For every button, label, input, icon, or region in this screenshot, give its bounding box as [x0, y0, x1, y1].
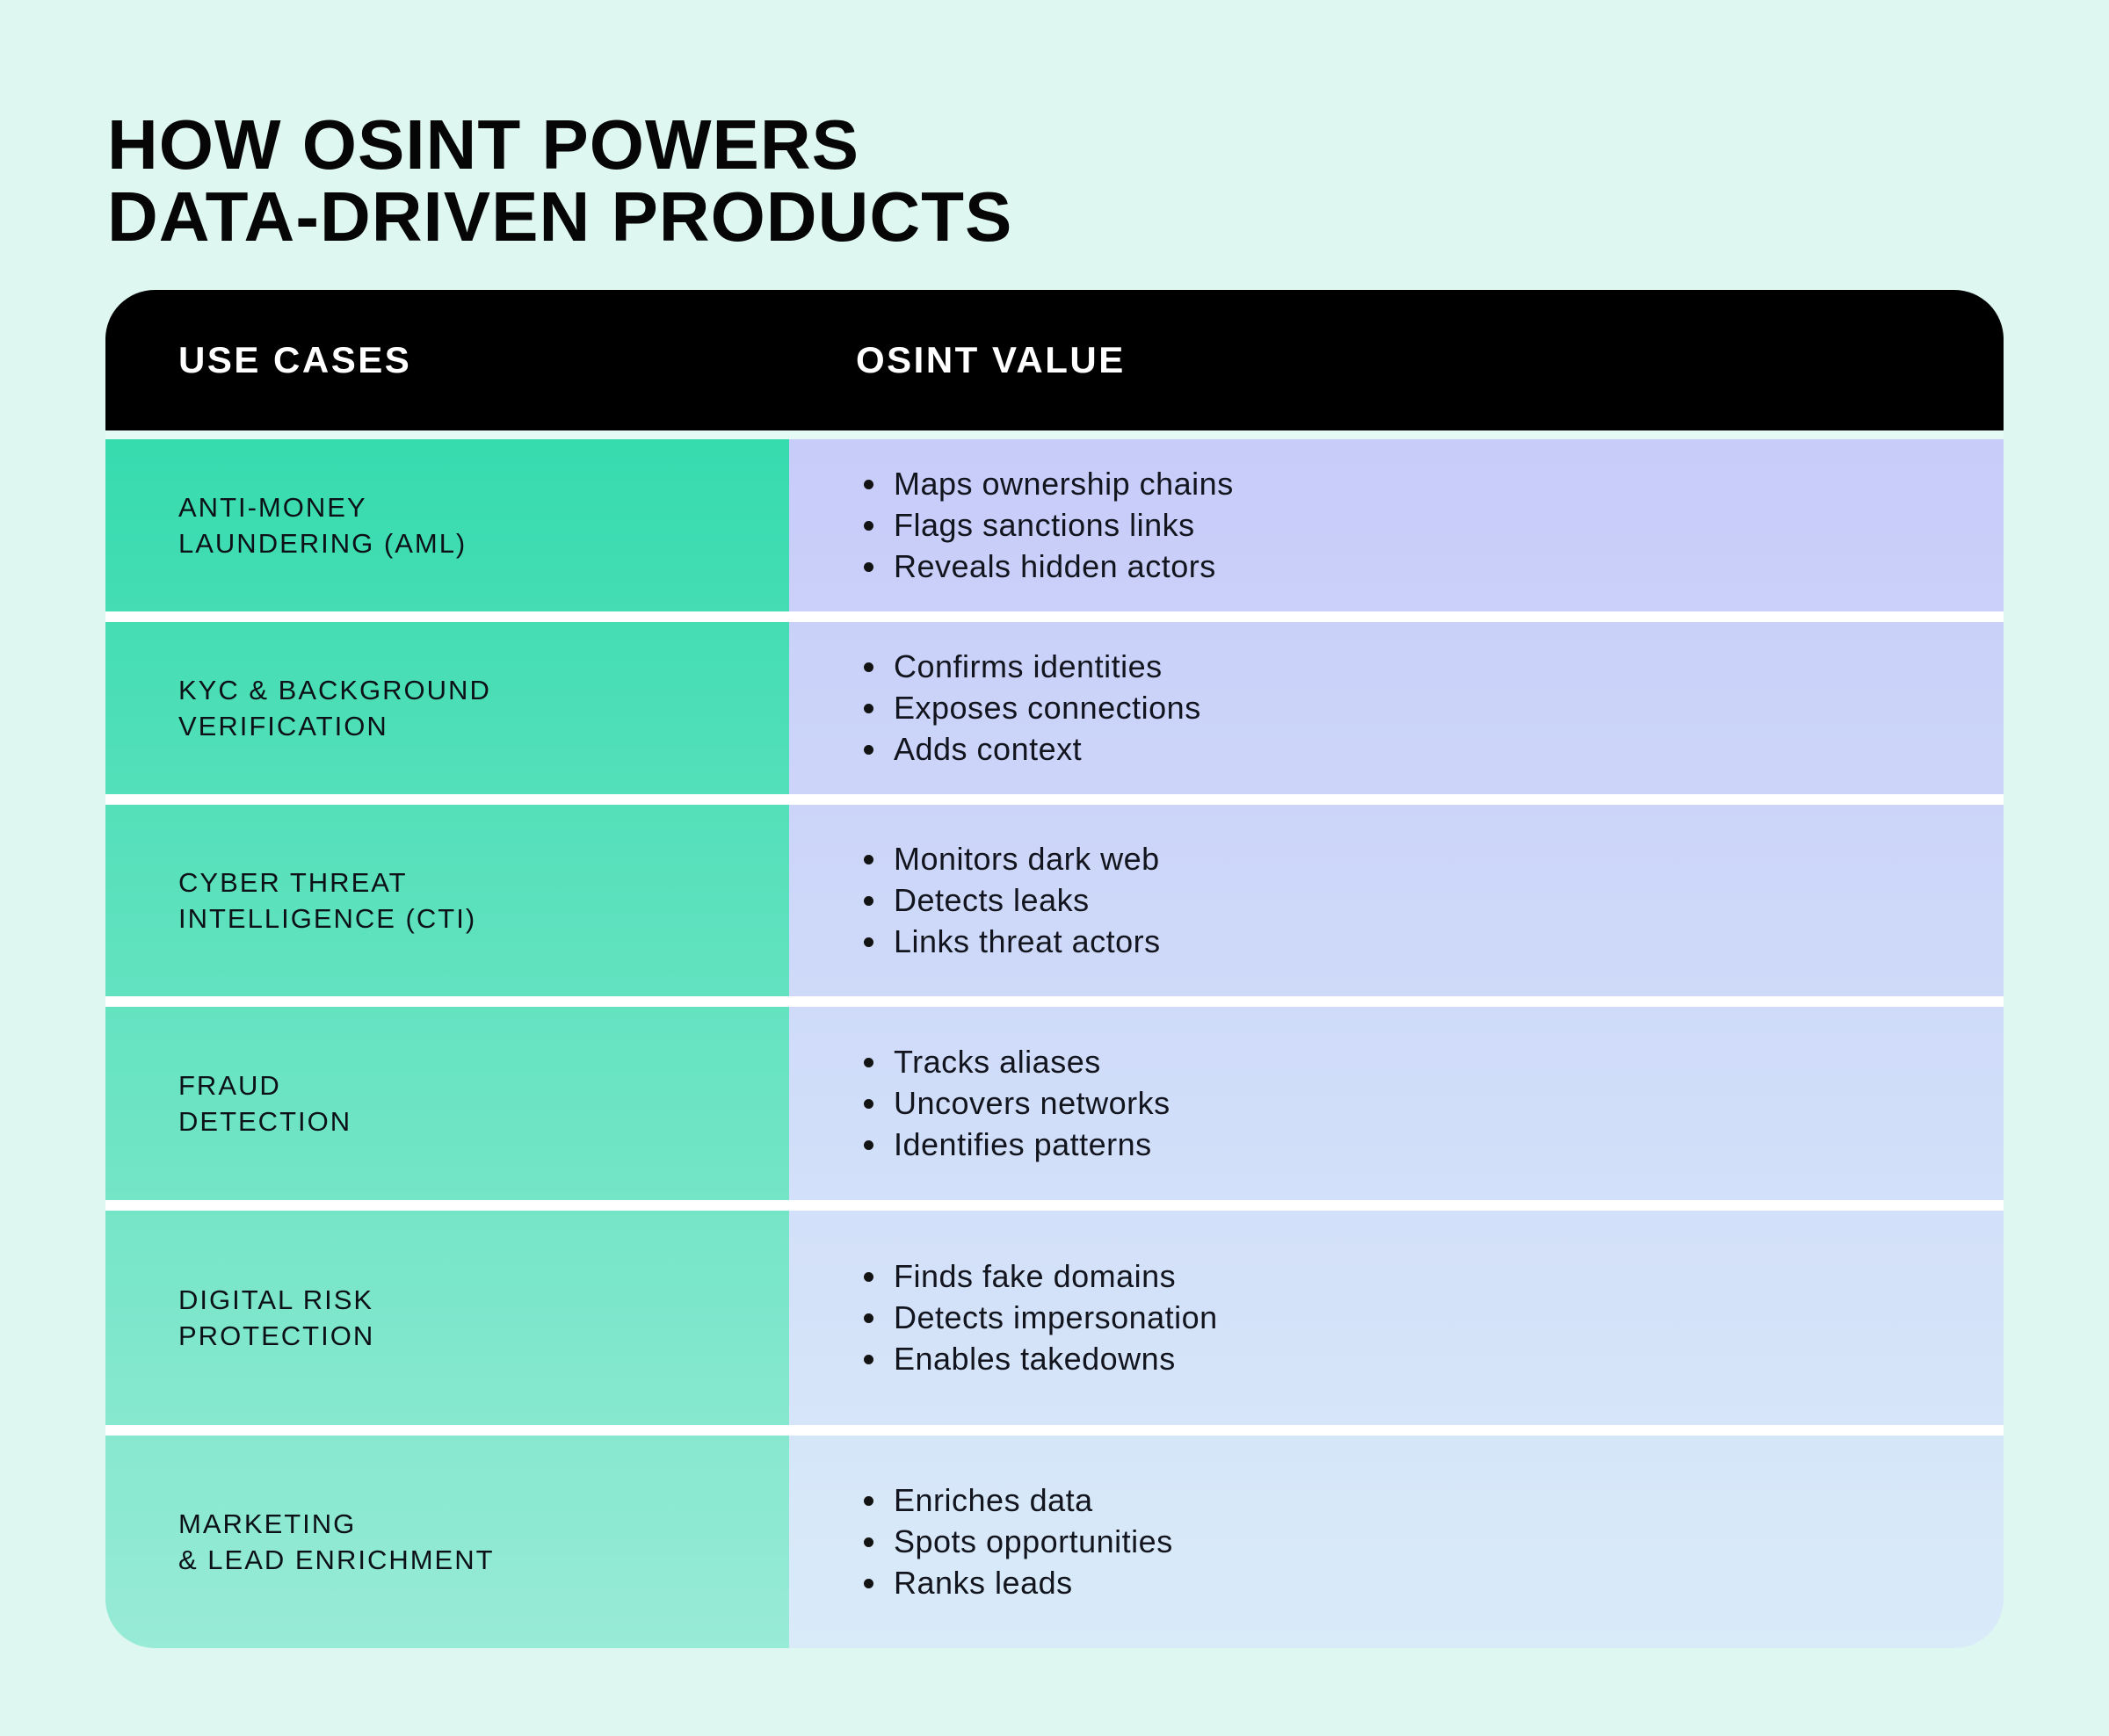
bullet-item: Confirms identities [864, 651, 1201, 683]
page-title: HOW OSINT POWERS DATA-DRIVEN PRODUCTS [107, 105, 1013, 256]
bullet-dot-icon [864, 1495, 873, 1506]
bullet-item: Finds fake domains [864, 1261, 1218, 1292]
bullet-item: Enables takedowns [864, 1343, 1218, 1375]
bullet-item: Maps ownership chains [864, 468, 1234, 500]
osint-value-header-label: OSINT VALUE [856, 339, 1126, 380]
use-case-cell: ANTI-MONEY LAUNDERING (AML) [105, 439, 789, 611]
bullet-text: Confirms identities [894, 648, 1163, 684]
bullet-item: Spots opportunities [864, 1526, 1173, 1558]
bullet-text: Adds context [894, 731, 1083, 767]
bullet-dot-icon [864, 1578, 873, 1588]
header-divider [105, 430, 2004, 439]
bullet-dot-icon [864, 479, 873, 489]
bullet-dot-icon [864, 1139, 873, 1150]
bullet-text: Flags sanctions links [894, 507, 1195, 543]
table-row: MARKETING & LEAD ENRICHMENT Enriches dat… [105, 1436, 2004, 1648]
bullet-item: Links threat actors [864, 926, 1161, 958]
bullet-item: Ranks leads [864, 1567, 1173, 1599]
table-row: KYC & BACKGROUND VERIFICATION Confirms i… [105, 622, 2004, 794]
bullet-text: Finds fake domains [894, 1258, 1177, 1294]
row-divider [105, 611, 2004, 622]
bullet-dot-icon [864, 662, 873, 672]
bullet-list: Confirms identities Exposes connections … [864, 651, 1201, 765]
use-case-label: FRAUD DETECTION [178, 1070, 352, 1137]
use-case-label: DIGITAL RISK PROTECTION [178, 1284, 375, 1351]
row-divider [105, 996, 2004, 1007]
value-cell: Maps ownership chains Flags sanctions li… [789, 439, 2004, 611]
bullet-item: Detects leaks [864, 885, 1161, 916]
bullet-text: Detects impersonation [894, 1299, 1218, 1335]
bullet-text: Detects leaks [894, 882, 1090, 918]
bullet-dot-icon [864, 1057, 873, 1067]
bullet-dot-icon [864, 1098, 873, 1109]
bullet-dot-icon [864, 1354, 873, 1364]
use-case-label: ANTI-MONEY LAUNDERING (AML) [178, 492, 467, 559]
bullet-dot-icon [864, 937, 873, 947]
bullet-text: Reveals hidden actors [894, 548, 1216, 584]
bullet-text: Exposes connections [894, 690, 1201, 726]
bullet-item: Flags sanctions links [864, 510, 1234, 541]
bullet-text: Enriches data [894, 1482, 1093, 1518]
table-row: ANTI-MONEY LAUNDERING (AML) Maps ownersh… [105, 439, 2004, 611]
use-case-cell: KYC & BACKGROUND VERIFICATION [105, 622, 789, 794]
use-case-label: MARKETING & LEAD ENRICHMENT [178, 1508, 495, 1575]
row-divider [105, 794, 2004, 805]
bullet-dot-icon [864, 744, 873, 755]
bullet-dot-icon [864, 561, 873, 572]
use-case-cell: FRAUD DETECTION [105, 1007, 789, 1200]
bullet-dot-icon [864, 703, 873, 713]
bullet-list: Maps ownership chains Flags sanctions li… [864, 468, 1234, 582]
osint-table: USE CASES OSINT VALUE ANTI-MONEY LAUNDER… [105, 290, 2004, 1648]
bullet-dot-icon [864, 854, 873, 864]
bullet-item: Tracks aliases [864, 1046, 1170, 1078]
value-cell: Finds fake domains Detects impersonation… [789, 1211, 2004, 1425]
use-case-cell: CYBER THREAT INTELLIGENCE (CTI) [105, 805, 789, 996]
table-row: DIGITAL RISK PROTECTION Finds fake domai… [105, 1211, 2004, 1425]
use-case-label: KYC & BACKGROUND VERIFICATION [178, 675, 491, 741]
bullet-dot-icon [864, 1537, 873, 1547]
bullet-item: Detects impersonation [864, 1302, 1218, 1334]
value-cell: Tracks aliases Uncovers networks Identif… [789, 1007, 2004, 1200]
table-row: FRAUD DETECTION Tracks aliases Uncovers … [105, 1007, 2004, 1200]
bullet-list: Monitors dark web Detects leaks Links th… [864, 843, 1161, 958]
bullet-item: Identifies patterns [864, 1129, 1170, 1161]
bullet-list: Enriches data Spots opportunities Ranks … [864, 1485, 1173, 1599]
bullet-dot-icon [864, 895, 873, 906]
bullet-item: Adds context [864, 734, 1201, 765]
bullet-text: Ranks leads [894, 1565, 1073, 1601]
bullet-text: Identifies patterns [894, 1126, 1152, 1162]
bullet-text: Spots opportunities [894, 1523, 1173, 1559]
bullet-item: Monitors dark web [864, 843, 1161, 875]
table-header: USE CASES OSINT VALUE [105, 290, 2004, 430]
bullet-text: Enables takedowns [894, 1341, 1176, 1377]
use-cases-header-label: USE CASES [178, 339, 412, 380]
value-cell: Confirms identities Exposes connections … [789, 622, 2004, 794]
value-cell: Monitors dark web Detects leaks Links th… [789, 805, 2004, 996]
bullet-text: Monitors dark web [894, 841, 1160, 877]
bullet-dot-icon [864, 520, 873, 531]
header-cell-use-cases: USE CASES [105, 339, 789, 381]
bullet-dot-icon [864, 1271, 873, 1282]
table-row: CYBER THREAT INTELLIGENCE (CTI) Monitors… [105, 805, 2004, 996]
bullet-item: Exposes connections [864, 692, 1201, 724]
bullet-dot-icon [864, 1313, 873, 1323]
row-divider [105, 1425, 2004, 1436]
bullet-text: Uncovers networks [894, 1085, 1170, 1121]
use-case-label: CYBER THREAT INTELLIGENCE (CTI) [178, 867, 477, 934]
bullet-text: Maps ownership chains [894, 466, 1234, 502]
use-case-cell: MARKETING & LEAD ENRICHMENT [105, 1436, 789, 1648]
row-divider [105, 1200, 2004, 1211]
bullet-item: Enriches data [864, 1485, 1173, 1516]
bullet-text: Tracks aliases [894, 1044, 1101, 1080]
use-case-cell: DIGITAL RISK PROTECTION [105, 1211, 789, 1425]
bullet-list: Tracks aliases Uncovers networks Identif… [864, 1046, 1170, 1161]
bullet-item: Reveals hidden actors [864, 551, 1234, 582]
bullet-list: Finds fake domains Detects impersonation… [864, 1261, 1218, 1375]
bullet-item: Uncovers networks [864, 1088, 1170, 1119]
bullet-text: Links threat actors [894, 923, 1161, 959]
header-cell-osint-value: OSINT VALUE [789, 339, 2004, 381]
value-cell: Enriches data Spots opportunities Ranks … [789, 1436, 2004, 1648]
